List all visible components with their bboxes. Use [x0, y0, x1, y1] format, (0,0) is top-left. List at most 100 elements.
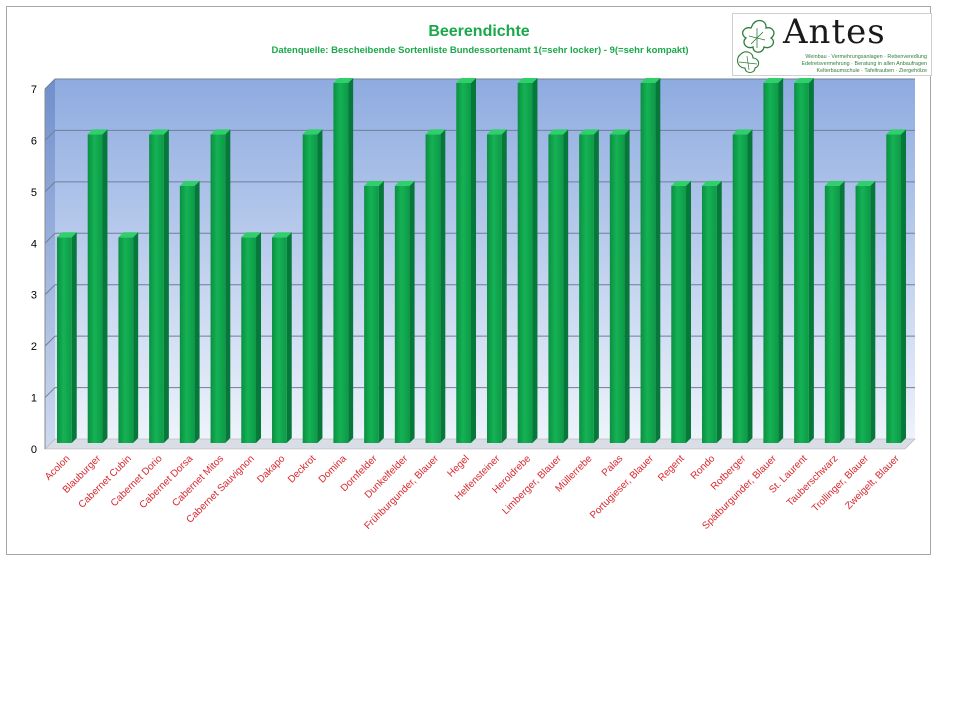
bar: [87, 134, 103, 443]
bar-top: [794, 78, 814, 83]
bar-side: [409, 180, 415, 443]
bar: [548, 134, 564, 443]
bar-top: [425, 129, 446, 135]
bar-top: [241, 232, 262, 238]
grape-leaf-icon: [736, 19, 775, 74]
bar: [118, 237, 134, 443]
logo: Antes Weinbau · Vermehrungsanlagen · Reb…: [732, 13, 932, 76]
bar: [579, 134, 594, 443]
bar-side: [686, 180, 692, 443]
bar: [824, 185, 840, 443]
bar-top: [886, 129, 907, 135]
x-tick-label: Cabernet Dorsa: [138, 453, 196, 511]
side-wall: [45, 79, 55, 449]
bar-side: [870, 180, 876, 443]
y-tick-label: 0: [31, 444, 37, 456]
y-tick-label: 3: [31, 290, 37, 302]
bar-side: [102, 129, 108, 443]
bar-top: [118, 232, 139, 238]
x-tick-label: Acolon: [43, 453, 72, 482]
bar-side: [532, 78, 538, 443]
bar-top: [732, 129, 753, 135]
logo-line: Edelreisvermehrung · Beratung in allen A…: [801, 61, 927, 67]
bar: [149, 134, 164, 443]
bar-top: [640, 78, 661, 83]
bar-side: [716, 180, 722, 443]
bar: [456, 83, 472, 443]
logo-line: Kelterbaumschule · Tafeltrauben · Zierge…: [816, 68, 927, 74]
chart-subtitle: Datenquelle: Bescheibende Sortenliste Bu…: [271, 45, 688, 56]
bar-side: [163, 129, 169, 443]
bar-top: [364, 180, 384, 186]
bar-chart: Beerendichte Datenquelle: Bescheibende S…: [31, 23, 916, 532]
bar-side: [71, 232, 77, 443]
bar-side: [348, 78, 354, 443]
gridline-side: [44, 78, 56, 90]
bar: [364, 185, 379, 443]
bar: [333, 83, 349, 443]
bar-side: [901, 129, 907, 443]
bar-top: [824, 180, 845, 186]
y-tick-label: 6: [31, 135, 37, 147]
bar-top: [179, 180, 200, 186]
gridline-side: [44, 232, 56, 244]
bar: [394, 185, 410, 443]
x-tick-label: Zweigelt, Blauer: [843, 453, 902, 512]
bar-side: [624, 129, 630, 443]
gridline-side: [44, 130, 56, 141]
x-tick-label: Rondo: [689, 453, 718, 482]
bar-top: [333, 78, 354, 83]
bar-side: [655, 78, 661, 443]
bar-top: [394, 180, 415, 186]
bar: [855, 185, 871, 443]
bar-side: [778, 78, 784, 443]
bar-side: [563, 129, 569, 443]
chart-title: Beerendichte: [428, 23, 529, 40]
bar-top: [302, 129, 323, 135]
bar: [886, 134, 902, 443]
bar-side: [471, 78, 477, 443]
bar: [271, 237, 287, 443]
bar: [794, 83, 809, 443]
y-tick-label: 7: [31, 84, 37, 96]
bar-side: [317, 129, 323, 443]
bar: [671, 185, 687, 443]
bar: [425, 134, 441, 443]
bar-side: [839, 180, 845, 443]
bar-side: [133, 232, 139, 443]
bar-top: [486, 129, 507, 135]
floor: [44, 438, 916, 450]
bar-side: [194, 180, 200, 443]
y-tick-label: 5: [31, 187, 37, 199]
logo-line: Weinbau · Vermehrungsanlagen · Rebenvere…: [805, 54, 927, 60]
x-tick-label: Deckrot: [286, 453, 318, 485]
bar-top: [671, 180, 692, 186]
bar-top: [149, 129, 169, 135]
bar: [302, 134, 318, 443]
bar-top: [548, 129, 569, 135]
bar: [486, 134, 502, 443]
bar-side: [501, 129, 507, 443]
bar-top: [701, 180, 722, 186]
bar-side: [378, 180, 384, 443]
bar-top: [855, 180, 876, 186]
bar: [210, 134, 226, 443]
bar: [732, 134, 748, 443]
gridline-side: [44, 387, 56, 398]
bar-side: [225, 129, 231, 443]
bar-top: [456, 78, 477, 83]
gridline-side: [44, 284, 56, 296]
bar-top: [210, 129, 231, 135]
bar-top: [579, 129, 599, 135]
bar-side: [256, 232, 262, 443]
x-tick-label: Dakapo: [255, 453, 287, 485]
bar: [56, 237, 72, 443]
bar-side: [286, 232, 292, 443]
bar-side: [440, 129, 446, 443]
bar: [179, 185, 195, 443]
bar: [241, 237, 257, 443]
bar-top: [87, 129, 108, 135]
bar: [609, 134, 625, 443]
x-tick-label: Palas: [600, 453, 625, 478]
